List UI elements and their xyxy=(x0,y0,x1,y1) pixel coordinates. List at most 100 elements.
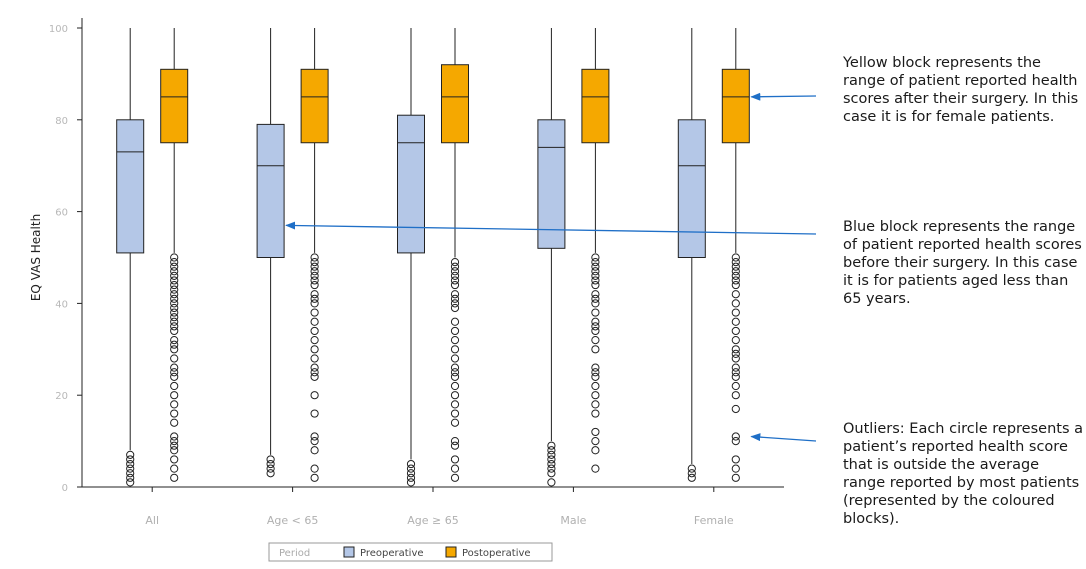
box-postoperative-0 xyxy=(160,28,189,482)
outlier-point xyxy=(310,271,319,280)
outlier-point xyxy=(310,299,319,308)
outlier-point xyxy=(266,464,275,473)
outlier-point xyxy=(591,253,600,262)
outlier-point xyxy=(450,280,460,290)
box-body xyxy=(581,68,610,144)
outlier-point xyxy=(731,336,740,345)
outlier-point xyxy=(731,326,740,336)
outlier-point xyxy=(310,317,319,326)
outlier-point xyxy=(450,437,460,446)
outlier-point xyxy=(170,317,179,326)
outlier-point xyxy=(170,290,179,299)
outlier-point xyxy=(591,317,600,326)
outlier-point xyxy=(450,262,460,271)
outlier-point xyxy=(731,368,740,377)
legend-swatch-preoperative xyxy=(343,546,355,558)
outlier-point xyxy=(591,400,600,409)
y-tick-label: 40 xyxy=(55,299,68,310)
outlier-point xyxy=(450,326,460,336)
box-body xyxy=(677,119,706,258)
outlier-point xyxy=(126,455,135,464)
outlier-point xyxy=(687,473,696,482)
outlier-point xyxy=(591,271,600,280)
outlier-point xyxy=(547,469,556,478)
y-tick-label: 80 xyxy=(55,116,68,127)
legend: Period Preoperative Postoperative xyxy=(268,542,553,562)
outlier-point xyxy=(731,257,740,267)
annotation-arrow xyxy=(750,433,817,442)
outlier-point xyxy=(310,276,319,285)
outlier-point xyxy=(547,455,556,464)
outlier-point xyxy=(450,354,460,363)
outlier-point xyxy=(310,290,319,299)
yellow-block-annotation: Yellow block represents the range of pat… xyxy=(843,55,1079,125)
outlier-point xyxy=(310,336,319,345)
outlier-point xyxy=(731,299,740,308)
outlier-point xyxy=(310,363,319,372)
outlier-point xyxy=(266,455,275,464)
outlier-point xyxy=(591,336,600,345)
outlier-point xyxy=(547,459,556,469)
outlier-point xyxy=(591,372,600,381)
outlier-point xyxy=(591,267,600,276)
outlier-point xyxy=(310,262,319,271)
outlier-point xyxy=(126,478,135,487)
outlier-point xyxy=(731,455,740,464)
outlier-point xyxy=(731,464,740,473)
outlier-point xyxy=(591,290,600,299)
outlier-point xyxy=(170,446,179,455)
legend-label-postoperative: Postoperative xyxy=(462,548,531,559)
outlier-point xyxy=(406,473,416,482)
outlier-point xyxy=(170,464,179,473)
outlier-point xyxy=(266,459,275,469)
legend-title: Period xyxy=(279,548,310,559)
y-tick-label: 0 xyxy=(62,483,68,494)
outlier-point xyxy=(731,317,740,326)
y-tick-label: 60 xyxy=(55,208,68,219)
box-postoperative-1 xyxy=(300,28,329,482)
outlier-point xyxy=(591,368,600,377)
outlier-point xyxy=(170,432,179,441)
outlier-point xyxy=(170,271,179,280)
box-body xyxy=(537,119,566,249)
outlier-point xyxy=(731,473,740,482)
y-tick-label: 20 xyxy=(55,391,68,402)
outlier-point xyxy=(170,253,179,262)
outlier-point xyxy=(126,473,135,482)
outlier-point xyxy=(731,404,740,414)
outlier-point xyxy=(450,317,460,326)
outlier-point xyxy=(591,391,600,400)
outlier-point xyxy=(731,290,740,299)
outlier-point xyxy=(547,450,556,459)
outlier-point xyxy=(731,391,740,400)
legend-label-preoperative: Preoperative xyxy=(360,548,424,559)
outlier-point xyxy=(170,418,179,427)
outlier-point xyxy=(310,326,319,336)
box-preoperative-3 xyxy=(537,28,566,487)
box-body xyxy=(300,68,329,144)
outlier-point xyxy=(310,267,319,276)
outlier-point xyxy=(450,441,460,450)
outlier-point xyxy=(591,381,600,391)
box-preoperative-2 xyxy=(397,28,425,487)
outlier-point xyxy=(731,267,740,276)
outlier-point xyxy=(731,308,740,317)
outlier-point xyxy=(731,432,740,441)
outlier-point xyxy=(450,368,460,377)
outlier-point xyxy=(310,446,319,455)
outlier-point xyxy=(450,381,460,391)
box-preoperative-1 xyxy=(256,28,285,478)
outlier-point xyxy=(450,303,460,313)
outlier-point xyxy=(731,345,740,354)
outlier-point xyxy=(406,478,416,487)
annotation-arrow xyxy=(285,221,817,235)
outlier-point xyxy=(170,473,179,482)
outlier-point xyxy=(310,294,319,303)
outlier-point xyxy=(170,368,179,377)
outlier-point xyxy=(170,299,179,308)
outlier-point xyxy=(170,381,179,391)
box-postoperative-4 xyxy=(721,28,750,482)
outlier-point xyxy=(170,409,179,418)
outlier-point xyxy=(547,441,556,450)
outlier-point xyxy=(547,478,556,487)
